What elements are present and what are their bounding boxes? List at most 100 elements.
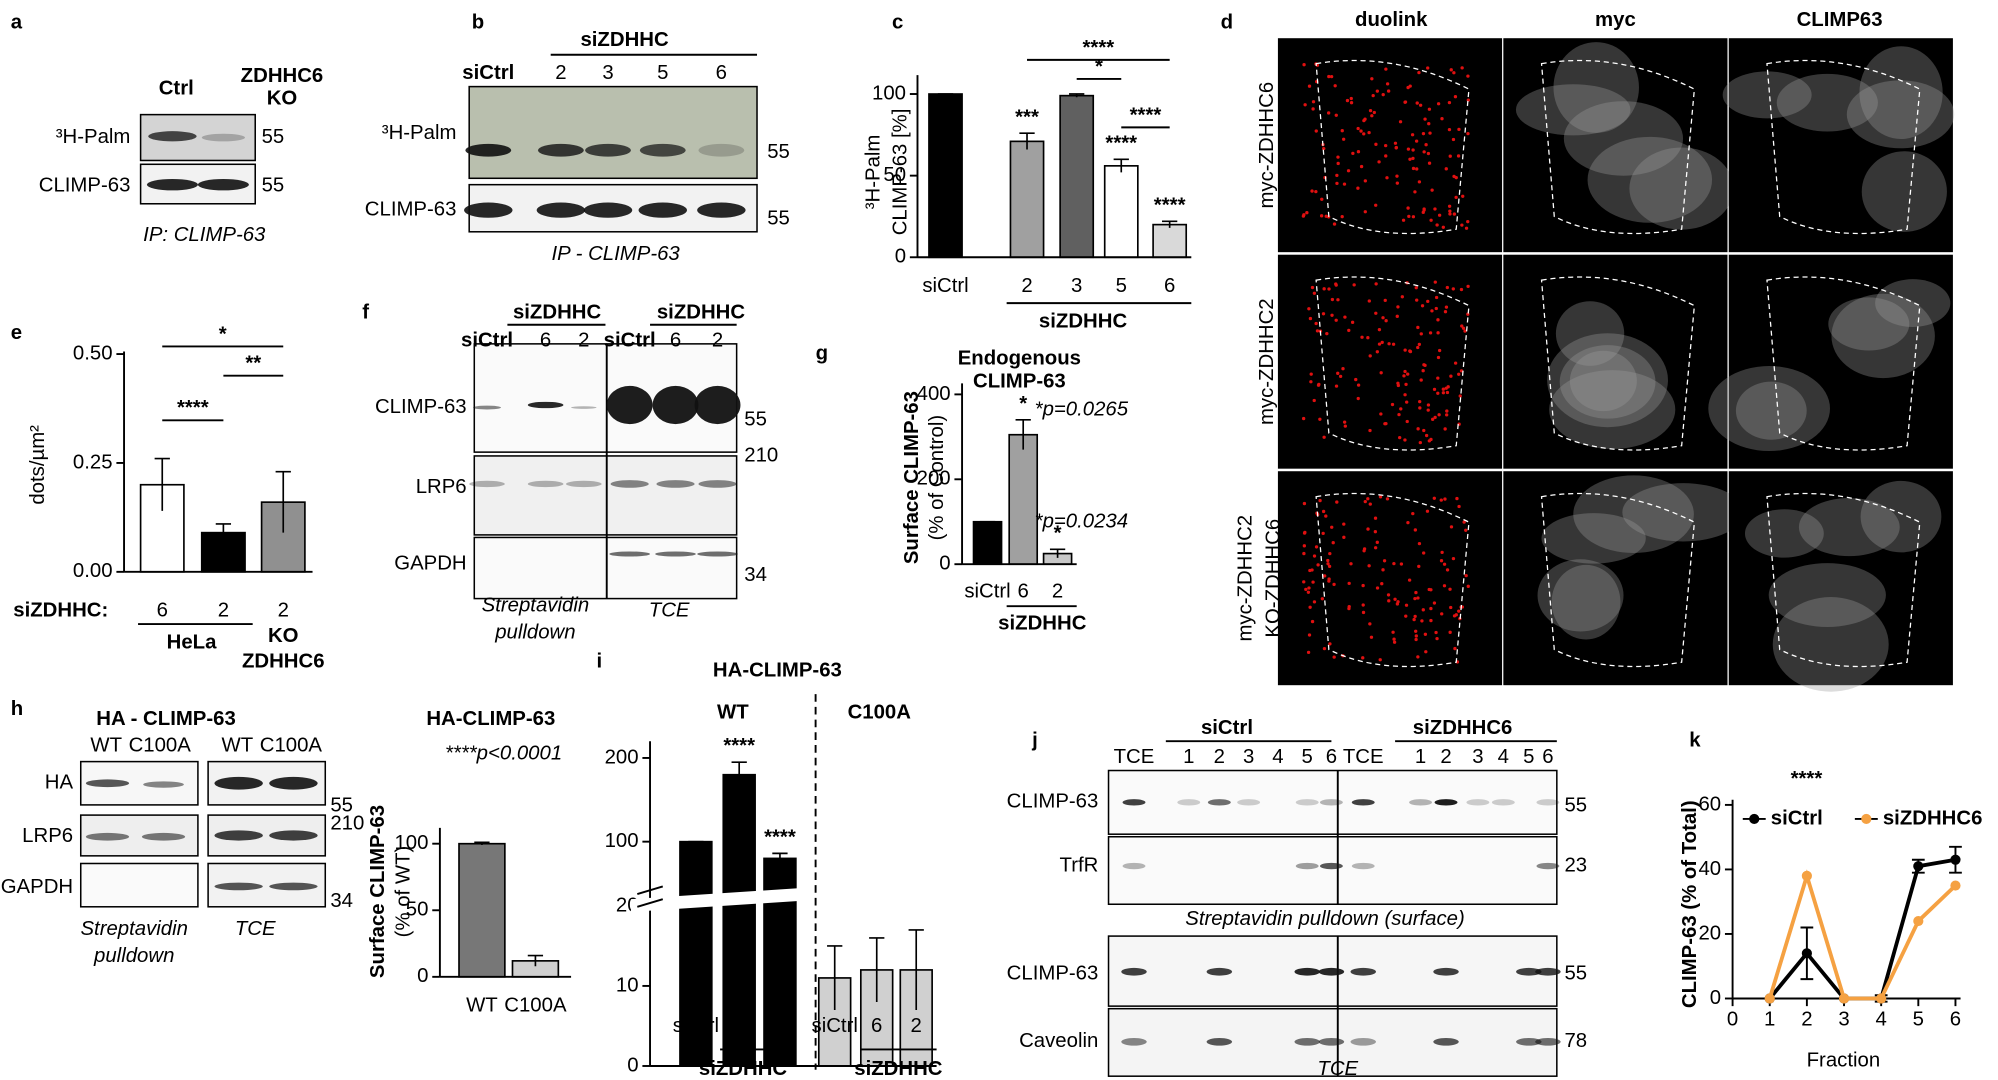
label: CLIMP-63 xyxy=(39,174,131,196)
duolink-dot xyxy=(1367,299,1371,303)
duolink-dot xyxy=(1425,509,1430,513)
significance: **** xyxy=(1082,37,1114,59)
duolink-dot xyxy=(1440,550,1444,555)
label: siZDHHC6 xyxy=(1413,717,1513,739)
point xyxy=(1950,880,1961,891)
duolink-dot xyxy=(1422,208,1426,212)
micrograph xyxy=(1728,254,1953,469)
duolink-dot xyxy=(1452,212,1457,216)
label: myc-ZDHHC2 xyxy=(1234,515,1256,642)
duolink-dot xyxy=(1309,372,1313,376)
duolink-dot xyxy=(1343,424,1347,428)
blot-band xyxy=(1536,799,1560,806)
duolink-dot xyxy=(1334,384,1339,388)
duolink-dot xyxy=(1340,215,1344,219)
duolink-dot xyxy=(1432,601,1437,605)
blot-frame xyxy=(473,536,738,600)
error-bar xyxy=(154,457,170,511)
label: 5 xyxy=(657,62,668,84)
duolink-dot xyxy=(1452,71,1456,75)
duolink-dot xyxy=(1374,203,1378,207)
label: HeLa xyxy=(167,632,217,654)
cell xyxy=(1722,71,1812,119)
duolink-dot xyxy=(1325,332,1329,336)
duolink-dot xyxy=(1434,295,1439,300)
duolink-dot xyxy=(1396,305,1400,309)
duolink-dot xyxy=(1453,646,1457,651)
significance: * xyxy=(1095,56,1103,78)
label: KO xyxy=(268,625,299,647)
micrograph xyxy=(1503,254,1728,469)
duolink-dot xyxy=(1327,577,1331,581)
label: 55 xyxy=(1564,963,1587,985)
duolink-dot xyxy=(1417,541,1422,546)
cell xyxy=(1768,563,1886,627)
x-tick-label: 6 xyxy=(157,600,168,622)
x-tick-label: 3 xyxy=(1838,1009,1849,1031)
duolink-dot xyxy=(1331,541,1335,545)
duolink-dot xyxy=(1379,412,1383,416)
cell xyxy=(1541,513,1646,564)
error-bar xyxy=(1019,132,1035,150)
label: siZDHHC xyxy=(657,302,746,324)
duolink-dot xyxy=(1424,650,1428,654)
label: CLIMP-63 xyxy=(1007,963,1099,985)
duolink-dot xyxy=(1312,600,1317,604)
blot-band xyxy=(536,202,586,218)
duolink-dot xyxy=(1460,324,1464,328)
duolink-dot xyxy=(1380,340,1384,345)
micrograph xyxy=(1503,471,1728,686)
label: 5 xyxy=(1302,746,1313,768)
panel-letter: j xyxy=(1031,730,1038,752)
duolink-dot xyxy=(1426,66,1430,70)
duolink-dot xyxy=(1416,325,1420,330)
blot-band xyxy=(694,385,741,425)
y-tick-label: 100 xyxy=(605,830,639,852)
blot-band xyxy=(527,401,564,409)
duolink-dot xyxy=(1428,131,1432,135)
duolink-dot xyxy=(1384,319,1388,323)
x-tick-label: siCtrl xyxy=(812,1015,858,1037)
duolink-dot xyxy=(1368,428,1372,433)
duolink-dot xyxy=(1445,285,1449,290)
duolink-dot xyxy=(1387,599,1391,603)
duolink-dot xyxy=(1367,564,1371,568)
cell xyxy=(1846,80,1955,149)
blot-frame xyxy=(473,455,738,536)
label: siZDHHC xyxy=(580,29,669,51)
duolink-dot xyxy=(1312,291,1317,295)
duolink-dot xyxy=(1360,335,1364,339)
label: 55 xyxy=(262,174,285,196)
duolink-dot xyxy=(1396,381,1400,385)
point xyxy=(1801,948,1812,959)
blot-band xyxy=(1237,799,1261,806)
duolink-dot xyxy=(1381,93,1385,97)
duolink-dot xyxy=(1384,67,1388,71)
duolink-dot xyxy=(1395,181,1399,185)
significance: * xyxy=(1054,522,1062,544)
panel-letter: a xyxy=(11,11,23,33)
label: *p=0.0265 xyxy=(1035,398,1129,420)
duolink-dot xyxy=(1314,545,1319,549)
point xyxy=(1913,861,1924,872)
duolink-dot xyxy=(1366,336,1370,340)
duolink-dot xyxy=(1363,179,1368,183)
duolink-dot xyxy=(1411,148,1415,152)
duolink-dot xyxy=(1416,345,1420,350)
duolink-dot xyxy=(1437,348,1442,353)
y-tick-label: 0 xyxy=(895,246,906,268)
blot-band xyxy=(1433,967,1459,976)
duolink-dot xyxy=(1417,180,1422,184)
x-tick-label: siCtrl xyxy=(964,581,1010,603)
micrograph xyxy=(1503,38,1728,253)
duolink-dot xyxy=(1327,287,1331,291)
duolink-dot xyxy=(1352,283,1356,287)
label: CLIMP-63 [%] xyxy=(889,109,911,236)
duolink-dot xyxy=(1421,369,1425,373)
blot-band xyxy=(214,776,263,790)
blot-band xyxy=(1351,799,1375,806)
y-tick-label: 20 xyxy=(1698,922,1721,944)
cell xyxy=(1537,559,1624,632)
duolink-dot xyxy=(1304,587,1308,592)
blot-band xyxy=(469,480,505,488)
